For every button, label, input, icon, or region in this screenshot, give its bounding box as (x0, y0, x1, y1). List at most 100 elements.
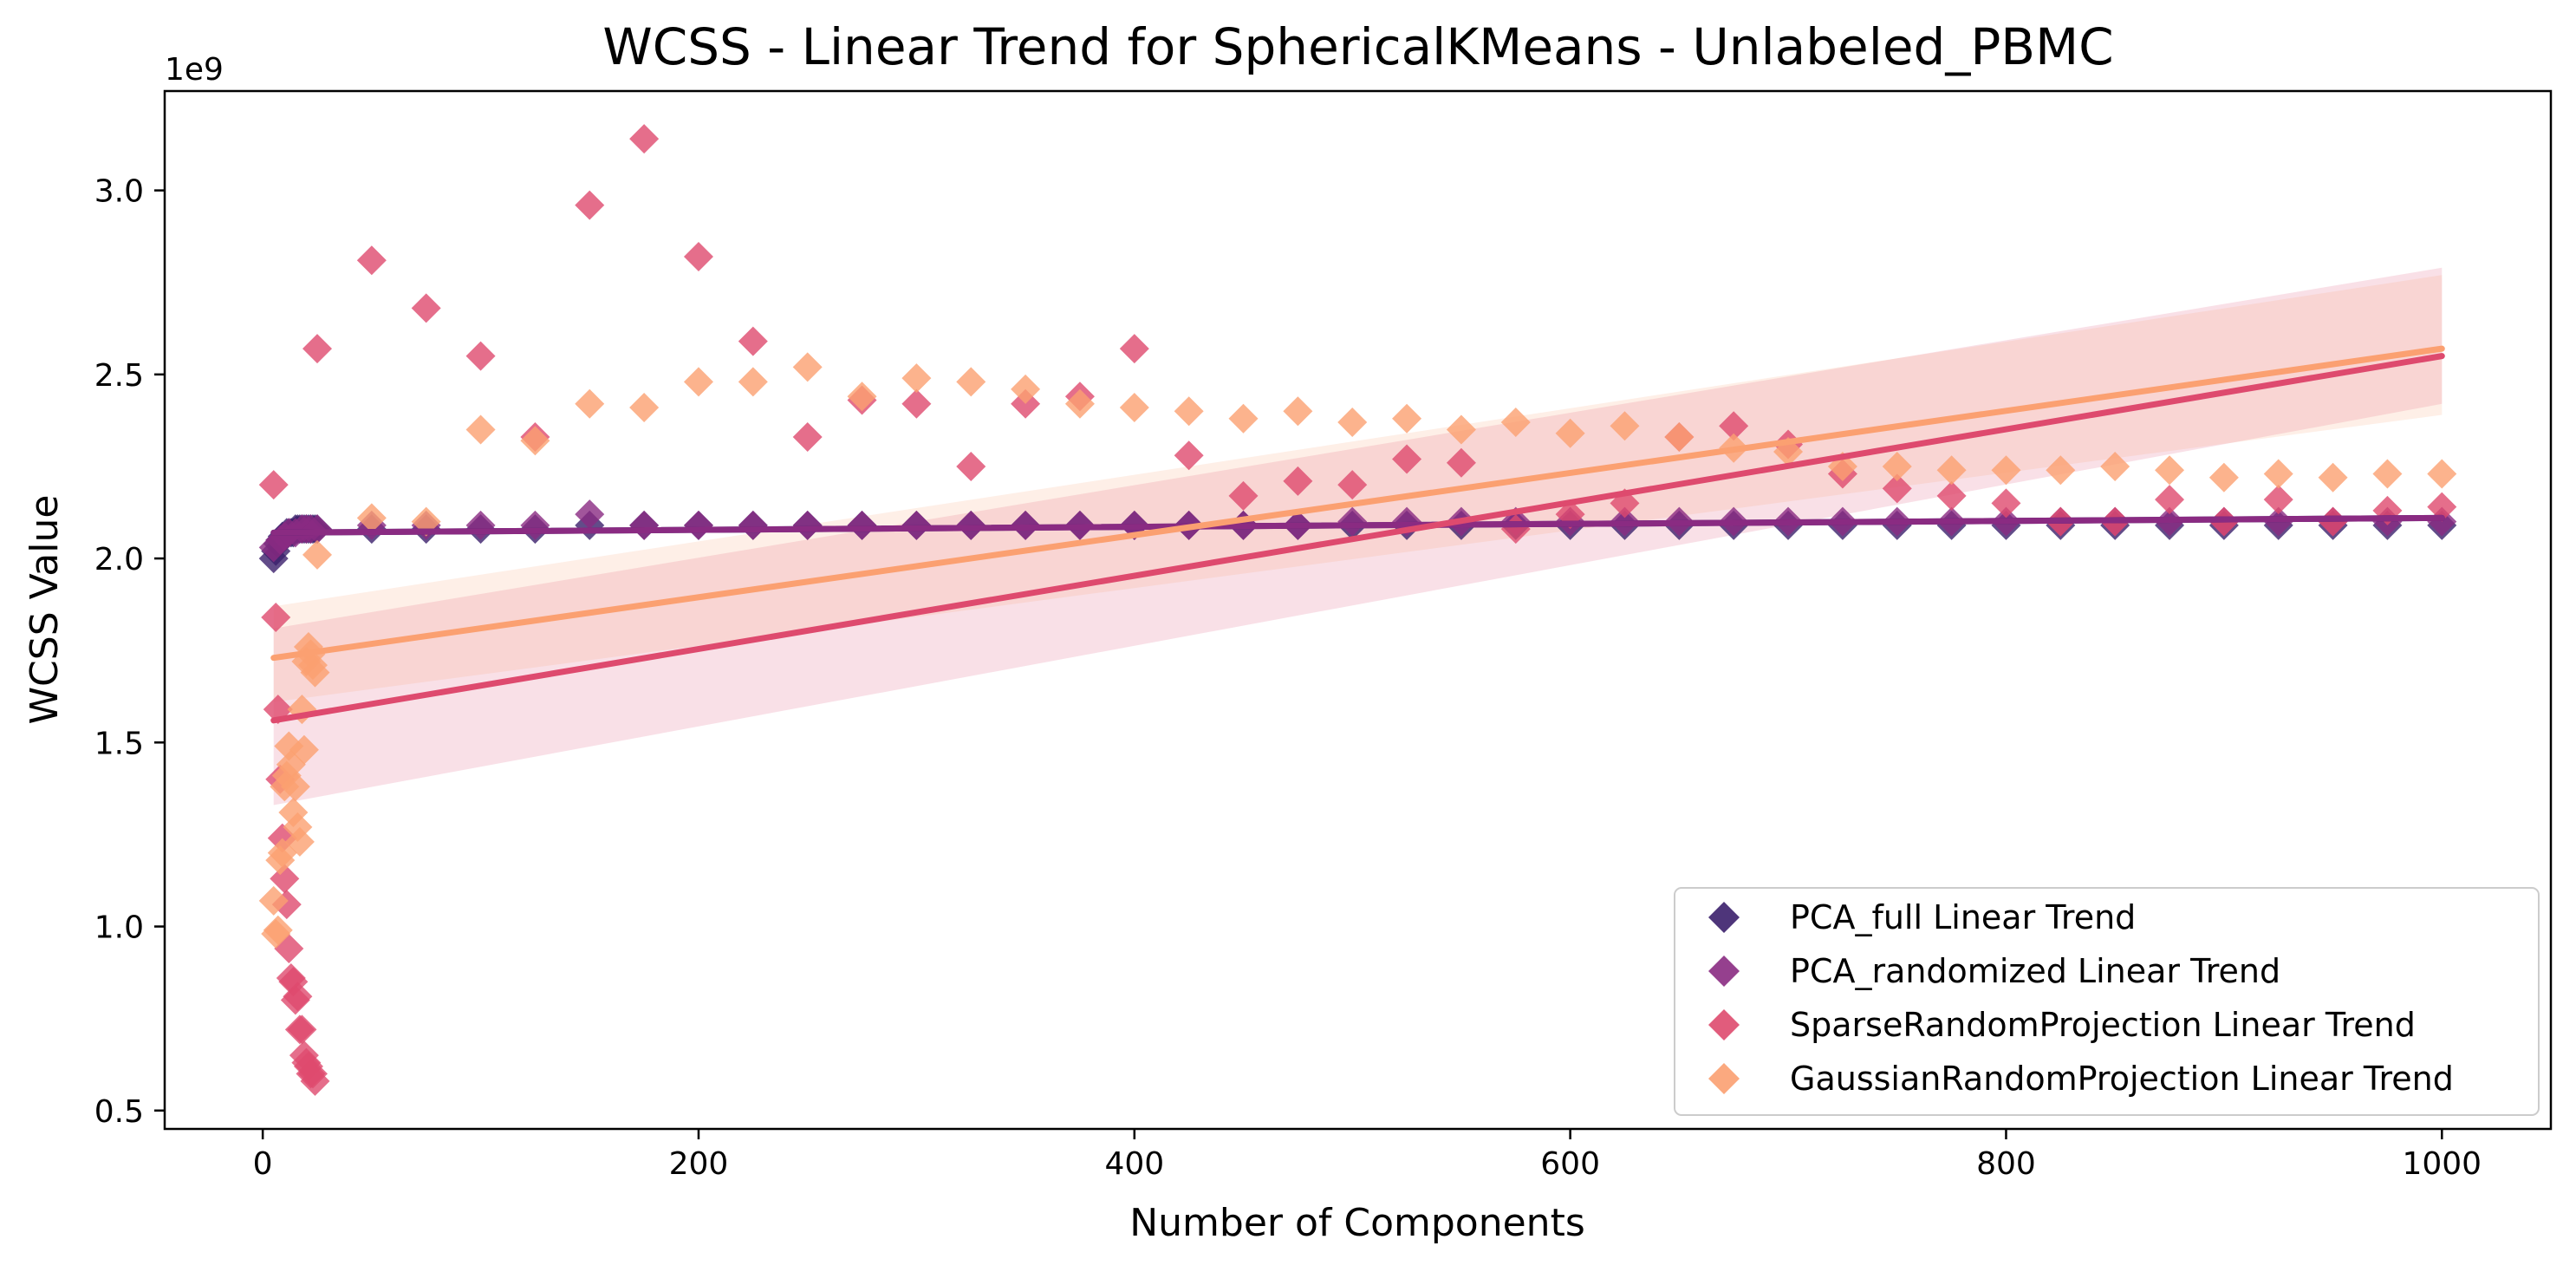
data-point (2427, 492, 2457, 522)
data-point (1719, 411, 1749, 441)
series-3-points (258, 352, 2457, 949)
data-point (1991, 455, 2021, 486)
data-point (901, 363, 932, 394)
data-point (792, 422, 823, 452)
data-point (2046, 455, 2076, 486)
data-point (302, 334, 332, 364)
data-point (683, 242, 713, 272)
data-point (300, 1066, 330, 1096)
data-point (575, 190, 605, 220)
data-point (261, 602, 291, 632)
legend-box (1674, 887, 2540, 1116)
data-point (300, 657, 330, 688)
trend-line-1 (270, 514, 2445, 536)
data-point (1119, 393, 1149, 423)
data-point (738, 367, 768, 397)
x-tick-label: 800 (1976, 1146, 2036, 1182)
data-point (956, 367, 986, 397)
data-point (283, 982, 313, 1012)
data-point (2263, 459, 2293, 489)
data-point (263, 915, 293, 945)
trend-line-2 (270, 353, 2445, 724)
data-point (302, 539, 332, 570)
y-tick-label: 1.0 (94, 910, 144, 946)
y-tick-label: 0.5 (94, 1094, 144, 1130)
x-tick-label: 0 (253, 1146, 273, 1182)
data-point (258, 885, 289, 916)
chart-title: WCSS - Linear Trend for SphericalKMeans … (602, 17, 2113, 76)
y-tick-label: 2.5 (94, 358, 144, 394)
data-point (1446, 414, 1476, 445)
y-tick-label: 2.0 (94, 542, 144, 577)
data-point (1991, 488, 2021, 519)
data-point (1936, 480, 1967, 511)
data-point (1773, 436, 1804, 466)
data-point (738, 510, 768, 540)
data-point (520, 426, 550, 456)
plot-area (258, 124, 2457, 1096)
data-point (1882, 451, 1912, 481)
data-point (1011, 374, 1041, 404)
legend-label: PCA_full Linear Trend (1790, 898, 2136, 936)
data-point (1337, 506, 1368, 537)
plot-frame (163, 89, 2553, 1131)
series-2-points (258, 124, 2457, 1096)
legend-label: SparseRandomProjection Linear Trend (1790, 1006, 2416, 1044)
y-axis-label: WCSS Value (23, 495, 67, 725)
data-point (2318, 462, 2348, 492)
x-tick-label: 1000 (2402, 1146, 2482, 1182)
x-tick-label: 400 (1104, 1146, 1164, 1182)
data-point (847, 510, 877, 540)
data-point (280, 772, 310, 802)
data-point (258, 470, 289, 500)
data-point (1610, 411, 1640, 441)
data-point (1664, 422, 1695, 452)
data-point (792, 352, 823, 382)
data-point (465, 341, 496, 371)
data-point (1337, 408, 1368, 438)
y-tick-label: 3.0 (94, 174, 144, 210)
data-point (1119, 334, 1149, 364)
legend-marker (1708, 956, 1740, 987)
legend-label: GaussianRandomProjection Linear Trend (1790, 1060, 2454, 1098)
data-point (683, 367, 713, 397)
data-point (284, 826, 315, 857)
data-point (1500, 408, 1531, 438)
data-point (1283, 396, 1313, 427)
data-point (1392, 403, 1422, 434)
x-tick-label: 200 (669, 1146, 729, 1182)
legend-marker (1708, 902, 1740, 933)
data-point (792, 510, 823, 540)
legend: PCA_full Linear Trend PCA_randomized Line… (1674, 887, 2540, 1116)
data-point (356, 503, 387, 533)
data-point (302, 514, 332, 545)
data-point (1228, 480, 1259, 511)
trend-line-3 (270, 345, 2445, 662)
data-point (1936, 455, 1967, 486)
data-point (956, 451, 986, 481)
data-point (2155, 485, 2185, 515)
data-point (629, 124, 660, 154)
data-point (289, 734, 319, 765)
legend-label: PCA_randomized Linear Trend (1790, 952, 2280, 990)
data-point (629, 393, 660, 423)
x-axis-label: Number of Components (1129, 1201, 1585, 1245)
data-point (901, 388, 932, 419)
data-point (287, 1014, 317, 1045)
data-point (1228, 403, 1259, 434)
data-point (1283, 466, 1313, 496)
data-point (2100, 451, 2130, 481)
data-point (1337, 470, 1368, 500)
data-point (1174, 440, 1204, 471)
data-point (2427, 459, 2457, 489)
y-scale-label: 1e9 (165, 52, 224, 88)
legend-marker (1708, 1063, 1740, 1094)
data-point (847, 382, 877, 412)
data-point (1174, 396, 1204, 427)
x-tick-label: 600 (1540, 1146, 1600, 1182)
data-point (2155, 455, 2185, 486)
data-point (738, 326, 768, 356)
data-point (2208, 462, 2239, 492)
data-point (1555, 418, 1585, 448)
